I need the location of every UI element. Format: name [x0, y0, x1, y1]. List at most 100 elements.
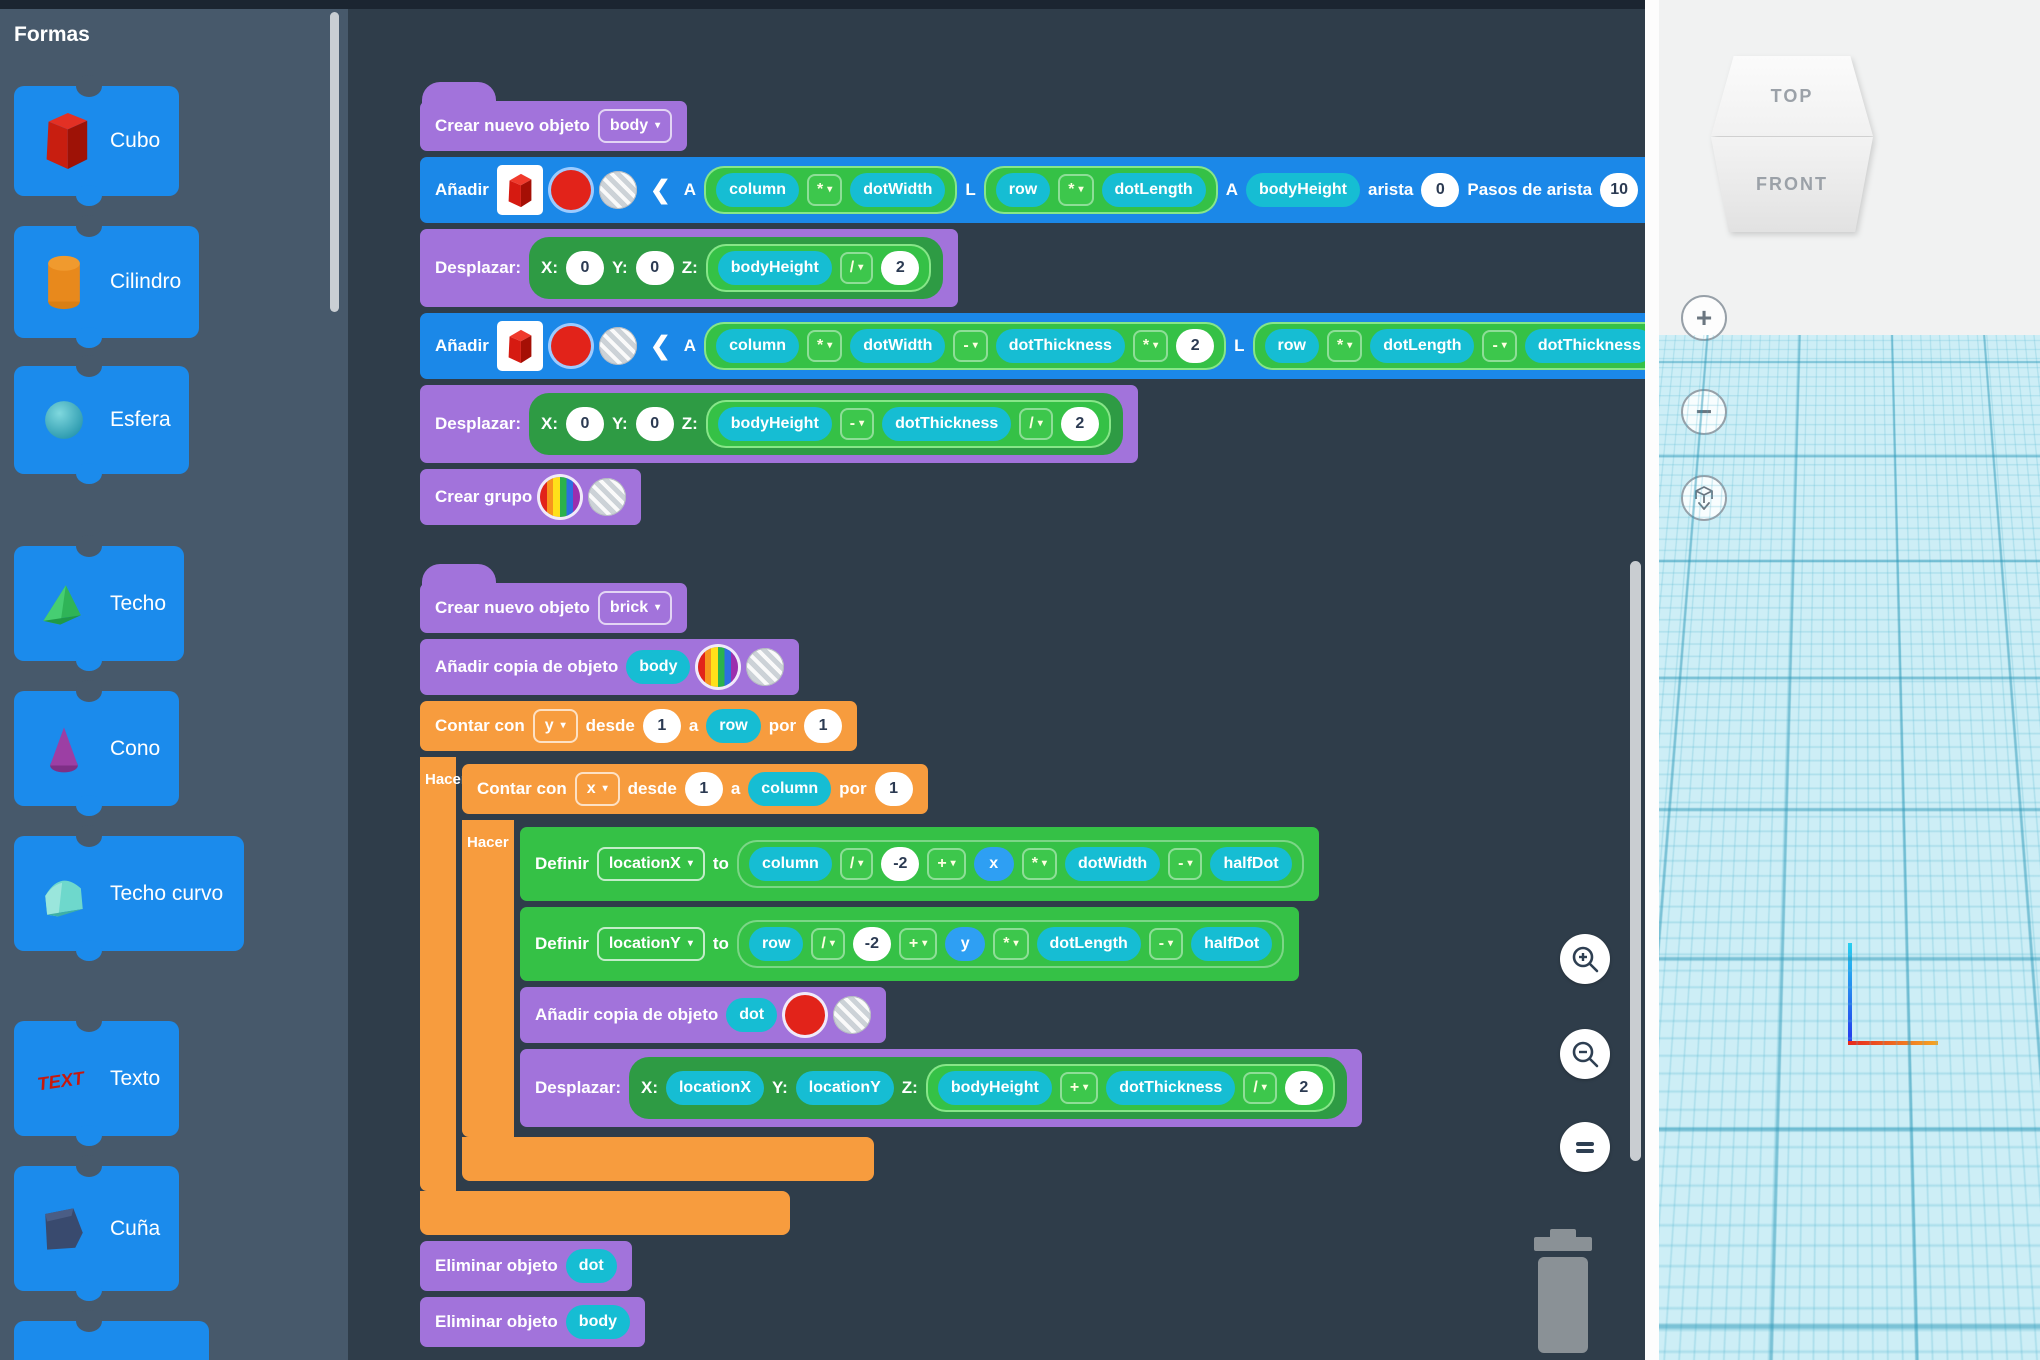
variable-pill[interactable]: locationY: [795, 1071, 894, 1105]
number-input[interactable]: 0: [565, 407, 604, 441]
number-input[interactable]: 1: [684, 772, 723, 806]
home-view-button[interactable]: [1681, 475, 1727, 521]
dropdown-field[interactable]: brick ▾: [597, 591, 673, 625]
color-swatch-icon[interactable]: [785, 995, 826, 1035]
fit-view-button[interactable]: [1560, 1122, 1610, 1172]
code-block[interactable]: Desplazar: X: 0 Y: 0 Z: bodyHeight / ▾ 2: [420, 229, 959, 307]
viewport-zoom-in-button[interactable]: +: [1681, 295, 1727, 341]
code-block[interactable]: Definir locationY ▾ to row / ▾ -2 + ▾ y * ▾ dotLength…: [520, 907, 1300, 981]
loop-header[interactable]: Contar con y ▾ desde 1 a row por 1: [420, 701, 858, 751]
shape-item-cono[interactable]: Cono: [14, 680, 179, 816]
code-block[interactable]: Crear grupo: [420, 469, 642, 525]
shape-thumbnail-cube-icon[interactable]: [496, 321, 543, 371]
variable-pill[interactable]: row: [706, 709, 761, 743]
variable-pill[interactable]: dot: [565, 1249, 617, 1283]
shape-item-cu-a[interactable]: Cuña: [14, 1155, 179, 1301]
variable-pill[interactable]: dotThickness: [995, 329, 1125, 363]
variable-pill[interactable]: column: [748, 847, 832, 881]
variable-pill[interactable]: bodyHeight: [717, 407, 832, 441]
number-input[interactable]: 0: [565, 251, 604, 285]
variable-pill[interactable]: row: [1264, 329, 1319, 363]
number-input[interactable]: 0: [635, 251, 674, 285]
hat-block[interactable]: Crear nuevo objeto brick ▾: [420, 564, 688, 633]
hole-material-icon[interactable]: [746, 648, 785, 686]
shape-thumbnail-cube-icon[interactable]: [496, 165, 543, 215]
variable-pill[interactable]: dotWidth: [850, 173, 946, 207]
operator-dropdown[interactable]: * ▾: [806, 174, 843, 206]
variable-pill[interactable]: bodyHeight: [717, 251, 832, 285]
hole-material-icon[interactable]: [598, 171, 637, 209]
variable-pill[interactable]: column: [716, 173, 799, 207]
operator-dropdown[interactable]: * ▾: [806, 330, 843, 362]
operator-dropdown[interactable]: + ▾: [927, 848, 966, 880]
operator-dropdown[interactable]: * ▾: [1132, 330, 1169, 362]
canvas-scrollbar[interactable]: [1630, 561, 1641, 1161]
number-input[interactable]: 2: [1060, 407, 1099, 441]
operator-dropdown[interactable]: / ▾: [839, 848, 874, 880]
variable-pill[interactable]: dotWidth: [1064, 847, 1161, 881]
variable-pill[interactable]: dotThickness: [882, 407, 1012, 441]
code-block[interactable]: Desplazar: X: locationX Y: locationY Z: bodyHe…: [520, 1049, 1362, 1127]
zoom-out-button[interactable]: [1560, 1029, 1610, 1079]
dropdown-field[interactable]: y ▾: [532, 709, 578, 743]
trash-button[interactable]: [1530, 1227, 1596, 1357]
variable-pill[interactable]: halfDot: [1191, 927, 1273, 961]
variable-pill[interactable]: dot: [726, 998, 778, 1032]
operator-dropdown[interactable]: - ▾: [953, 330, 988, 362]
shape-item-esfera[interactable]: Esfera: [14, 355, 189, 484]
variable-pill[interactable]: dotWidth: [850, 329, 946, 363]
group-color-icon[interactable]: [540, 477, 581, 517]
code-block[interactable]: Desplazar: X: 0 Y: 0 Z: bodyHeight - ▾ dotThickne…: [420, 385, 1138, 463]
operator-dropdown[interactable]: * ▾: [993, 928, 1029, 960]
operator-dropdown[interactable]: / ▾: [811, 928, 845, 960]
loop-variable-pill[interactable]: x: [973, 847, 1014, 881]
operator-dropdown[interactable]: - ▾: [1148, 928, 1184, 960]
code-block[interactable]: Añadir copia de objeto dot: [520, 987, 887, 1043]
variable-pill[interactable]: locationX: [665, 1071, 764, 1105]
zoom-in-button[interactable]: [1560, 934, 1610, 984]
shape-item-texto[interactable]: TEXT Texto: [14, 1010, 179, 1146]
number-input[interactable]: -2: [881, 847, 920, 881]
shape-item-shape[interactable]: [14, 1310, 209, 1360]
number-input[interactable]: 2: [1284, 1071, 1323, 1105]
code-block[interactable]: Definir locationX ▾ to column / ▾ -2 + ▾ x * ▾ dotWid…: [520, 827, 1319, 901]
variable-pill[interactable]: body: [565, 1305, 631, 1339]
code-block[interactable]: Añadir copia de objeto body: [420, 639, 800, 695]
operator-dropdown[interactable]: / ▾: [1019, 408, 1053, 440]
variable-pill[interactable]: bodyHeight: [937, 1071, 1052, 1105]
hole-material-icon[interactable]: [833, 996, 872, 1034]
operator-dropdown[interactable]: * ▾: [1327, 330, 1363, 362]
variable-pill[interactable]: row: [995, 173, 1051, 207]
variable-pill[interactable]: dotThickness: [1106, 1071, 1236, 1105]
variable-pill[interactable]: body: [626, 650, 691, 684]
shape-item-techo[interactable]: Techo: [14, 535, 184, 671]
shape-item-cilindro[interactable]: Cilindro: [14, 215, 199, 348]
loop-variable-pill[interactable]: y: [945, 927, 986, 961]
operator-dropdown[interactable]: - ▾: [839, 408, 875, 440]
variable-pill[interactable]: column: [748, 772, 832, 806]
number-input[interactable]: 0: [1421, 173, 1460, 207]
viewport-zoom-out-button[interactable]: −: [1681, 389, 1727, 435]
dropdown-field[interactable]: locationX ▾: [596, 847, 705, 881]
color-swatch-icon[interactable]: [550, 170, 591, 210]
color-swatch-icon[interactable]: [550, 326, 591, 366]
operator-dropdown[interactable]: - ▾: [1482, 330, 1517, 362]
operator-dropdown[interactable]: - ▾: [1168, 848, 1203, 880]
hole-material-icon[interactable]: [588, 478, 627, 516]
number-input[interactable]: 2: [1176, 329, 1215, 363]
variable-pill[interactable]: bodyHeight: [1245, 173, 1360, 207]
operator-dropdown[interactable]: + ▾: [898, 928, 938, 960]
variable-pill[interactable]: row: [748, 927, 804, 961]
view-cube[interactable]: TOP FRONT: [1711, 56, 1873, 234]
operator-dropdown[interactable]: + ▾: [1059, 1072, 1099, 1104]
number-input[interactable]: 2: [881, 251, 920, 285]
view-cube-front-face[interactable]: FRONT: [1711, 137, 1873, 232]
number-input[interactable]: 1: [642, 709, 681, 743]
sidebar-scrollbar[interactable]: [330, 12, 339, 312]
collapse-chevron-icon[interactable]: ❮: [649, 176, 671, 204]
loop-header[interactable]: Contar con x ▾ desde 1 a column por 1: [462, 764, 928, 814]
variable-pill[interactable]: column: [716, 329, 799, 363]
operator-dropdown[interactable]: / ▾: [1243, 1072, 1277, 1104]
